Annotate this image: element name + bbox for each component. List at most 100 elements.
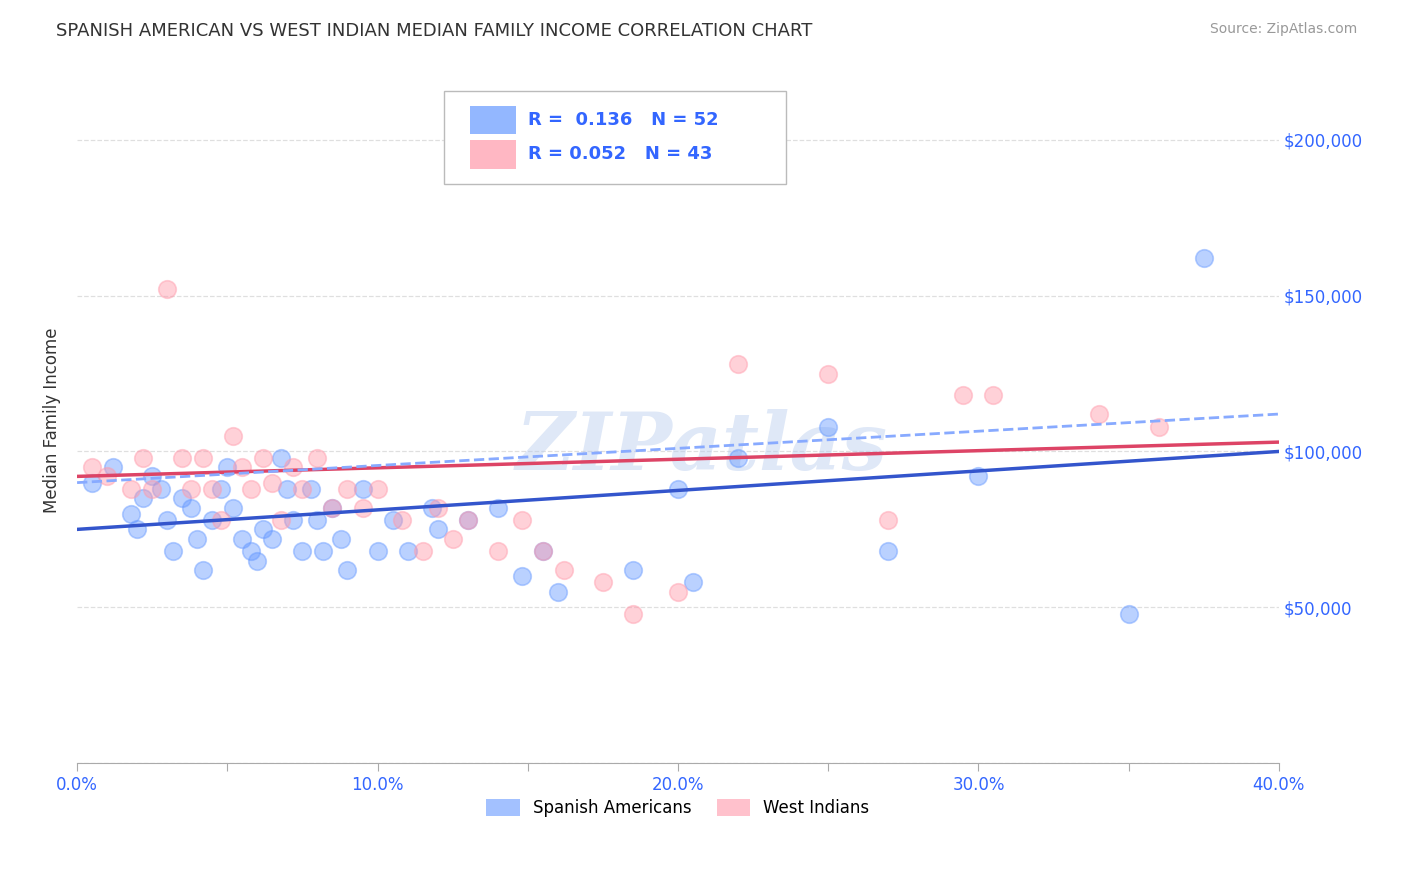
Spanish Americans <box>217 460 239 475</box>
Spanish Americans <box>141 469 163 483</box>
Legend: Spanish Americans, West Indians: Spanish Americans, West Indians <box>479 792 876 823</box>
West Indians <box>270 513 292 527</box>
West Indians <box>156 282 179 296</box>
Spanish Americans <box>1118 607 1140 621</box>
West Indians <box>727 357 749 371</box>
Spanish Americans <box>150 482 173 496</box>
West Indians <box>132 450 155 465</box>
FancyBboxPatch shape <box>470 105 516 135</box>
West Indians <box>1087 407 1109 421</box>
West Indians <box>180 482 202 496</box>
Spanish Americans <box>307 513 329 527</box>
West Indians <box>352 500 374 515</box>
West Indians <box>426 500 449 515</box>
West Indians <box>412 544 434 558</box>
West Indians <box>231 460 253 475</box>
Text: SPANISH AMERICAN VS WEST INDIAN MEDIAN FAMILY INCOME CORRELATION CHART: SPANISH AMERICAN VS WEST INDIAN MEDIAN F… <box>56 22 813 40</box>
Spanish Americans <box>312 544 335 558</box>
Spanish Americans <box>186 532 208 546</box>
West Indians <box>307 450 329 465</box>
West Indians <box>172 450 194 465</box>
West Indians <box>553 563 575 577</box>
West Indians <box>531 544 554 558</box>
Spanish Americans <box>172 491 194 506</box>
West Indians <box>983 388 1005 402</box>
Spanish Americans <box>283 513 305 527</box>
West Indians <box>952 388 974 402</box>
Spanish Americans <box>180 500 202 515</box>
West Indians <box>209 513 232 527</box>
Spanish Americans <box>270 450 292 465</box>
Spanish Americans <box>276 482 298 496</box>
Text: R =  0.136   N = 52: R = 0.136 N = 52 <box>527 111 718 129</box>
Spanish Americans <box>222 500 245 515</box>
FancyBboxPatch shape <box>444 91 786 184</box>
West Indians <box>141 482 163 496</box>
Y-axis label: Median Family Income: Median Family Income <box>44 327 60 513</box>
Spanish Americans <box>193 563 215 577</box>
Spanish Americans <box>201 513 224 527</box>
West Indians <box>621 607 644 621</box>
Spanish Americans <box>967 469 990 483</box>
West Indians <box>201 482 224 496</box>
Spanish Americans <box>132 491 155 506</box>
Spanish Americans <box>426 522 449 536</box>
Spanish Americans <box>457 513 479 527</box>
West Indians <box>96 469 118 483</box>
West Indians <box>391 513 413 527</box>
West Indians <box>486 544 509 558</box>
Spanish Americans <box>666 482 689 496</box>
West Indians <box>1147 419 1170 434</box>
Spanish Americans <box>101 460 124 475</box>
Text: Source: ZipAtlas.com: Source: ZipAtlas.com <box>1209 22 1357 37</box>
Spanish Americans <box>262 532 284 546</box>
West Indians <box>457 513 479 527</box>
Spanish Americans <box>682 575 704 590</box>
Spanish Americans <box>252 522 274 536</box>
West Indians <box>817 367 839 381</box>
West Indians <box>441 532 464 546</box>
West Indians <box>240 482 263 496</box>
West Indians <box>336 482 359 496</box>
Spanish Americans <box>156 513 179 527</box>
Spanish Americans <box>336 563 359 577</box>
Spanish Americans <box>381 513 404 527</box>
West Indians <box>222 429 245 443</box>
Spanish Americans <box>301 482 323 496</box>
Spanish Americans <box>486 500 509 515</box>
Spanish Americans <box>1192 251 1215 265</box>
Text: R = 0.052   N = 43: R = 0.052 N = 43 <box>527 145 713 163</box>
FancyBboxPatch shape <box>470 140 516 169</box>
Spanish Americans <box>367 544 389 558</box>
West Indians <box>367 482 389 496</box>
Spanish Americans <box>510 569 533 583</box>
West Indians <box>666 584 689 599</box>
Spanish Americans <box>120 507 142 521</box>
Spanish Americans <box>727 450 749 465</box>
Spanish Americans <box>240 544 263 558</box>
Spanish Americans <box>162 544 184 558</box>
West Indians <box>592 575 614 590</box>
Spanish Americans <box>291 544 314 558</box>
West Indians <box>193 450 215 465</box>
Spanish Americans <box>621 563 644 577</box>
West Indians <box>82 460 104 475</box>
Spanish Americans <box>877 544 900 558</box>
West Indians <box>877 513 900 527</box>
West Indians <box>262 475 284 490</box>
West Indians <box>252 450 274 465</box>
Spanish Americans <box>209 482 232 496</box>
West Indians <box>510 513 533 527</box>
West Indians <box>321 500 343 515</box>
West Indians <box>120 482 142 496</box>
Spanish Americans <box>531 544 554 558</box>
Spanish Americans <box>330 532 353 546</box>
Spanish Americans <box>420 500 443 515</box>
Spanish Americans <box>246 553 269 567</box>
Spanish Americans <box>321 500 343 515</box>
Spanish Americans <box>396 544 419 558</box>
Spanish Americans <box>231 532 253 546</box>
Spanish Americans <box>127 522 149 536</box>
Spanish Americans <box>817 419 839 434</box>
West Indians <box>291 482 314 496</box>
